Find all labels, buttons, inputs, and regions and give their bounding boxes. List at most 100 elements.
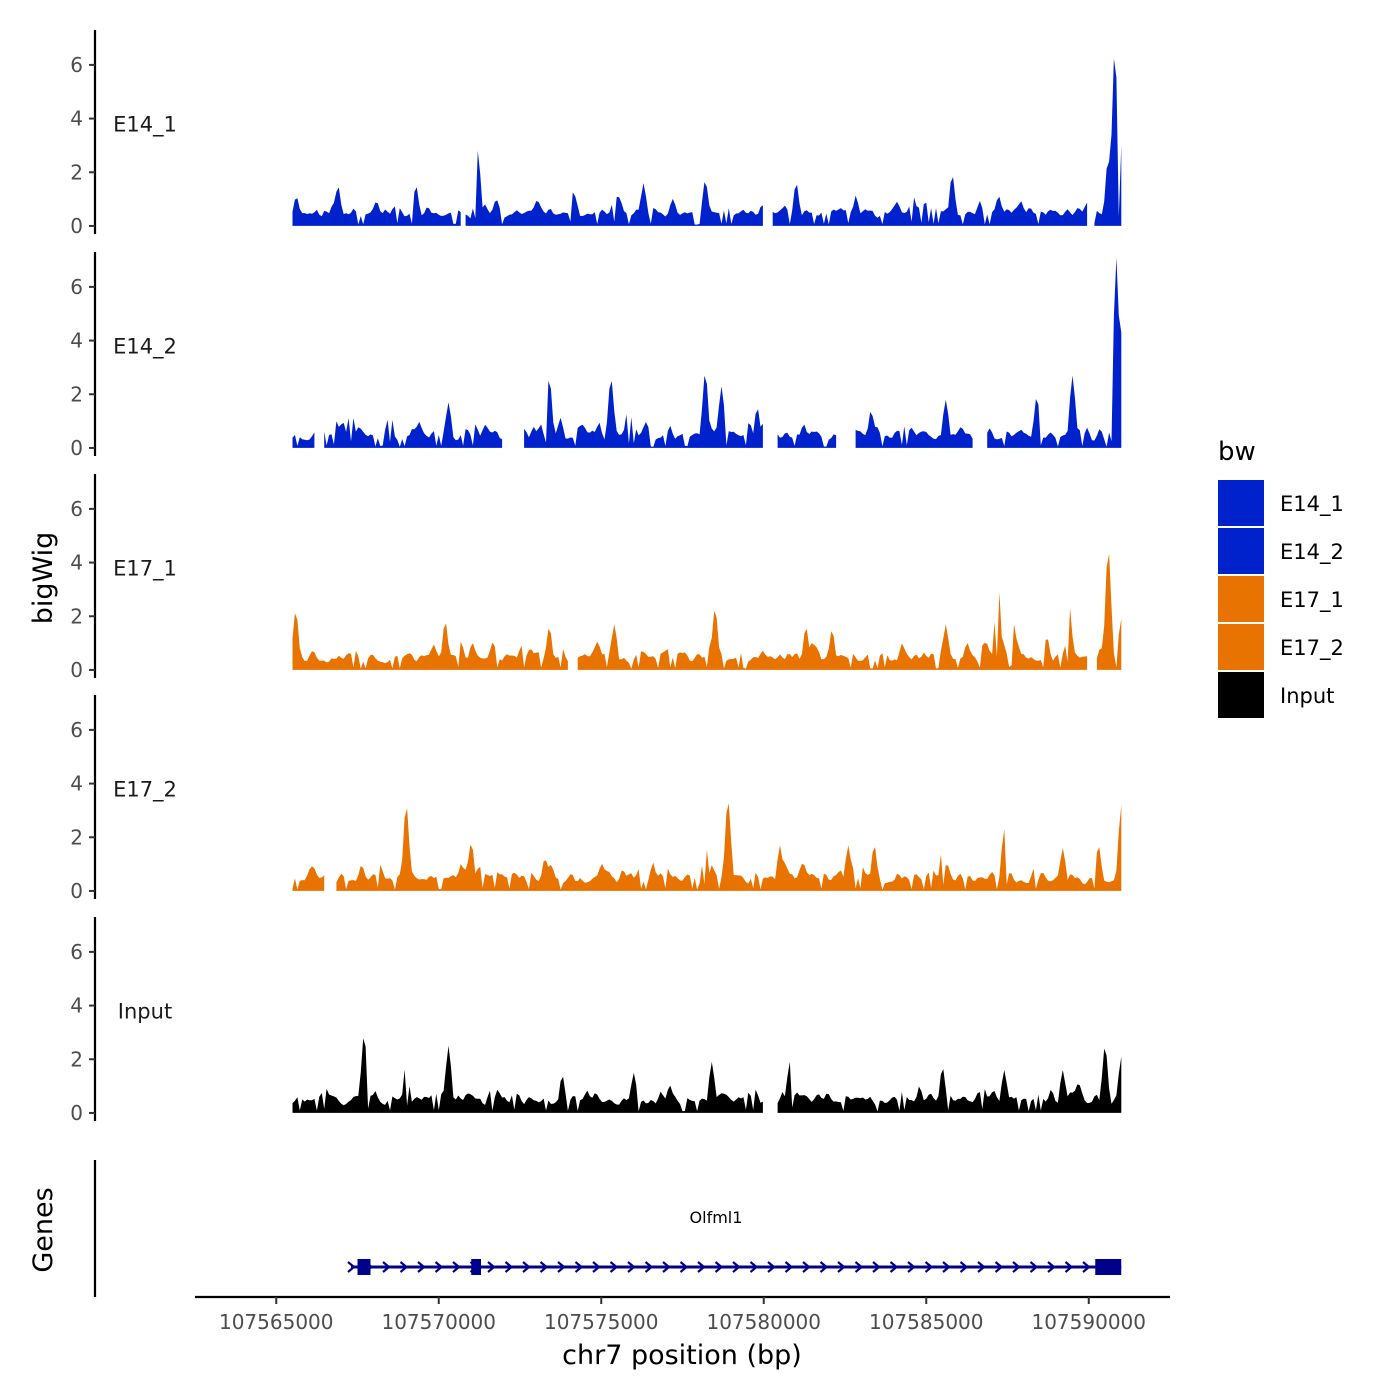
strand-arrow: [644, 1261, 654, 1273]
exon: [471, 1259, 481, 1275]
track-label: Input: [118, 1000, 172, 1024]
x-tick-label: 107565000: [219, 1310, 334, 1334]
strand-arrow: [872, 1261, 881, 1273]
legend-label: E17_1: [1280, 588, 1344, 613]
strand-arrow: [784, 1261, 794, 1273]
y-tick-label: 2: [70, 604, 83, 628]
y-tick-label: 6: [70, 275, 83, 299]
strand-arrow: [382, 1261, 391, 1273]
track-label: E14_1: [113, 113, 177, 138]
strand-arrow: [1047, 1261, 1056, 1273]
track-E14_1: 0 2 4 6 E14_1: [70, 30, 1122, 238]
y-tick-label: 4: [70, 551, 83, 575]
x-tick-label: 107570000: [381, 1310, 496, 1334]
strand-arrow: [889, 1261, 899, 1273]
strand-arrow: [557, 1261, 566, 1273]
strand-arrow: [749, 1261, 759, 1273]
genes-panel: Olfml1: [93, 1160, 1122, 1297]
genes-panel-title: Genes: [28, 1187, 59, 1272]
legend-swatch: [1218, 576, 1264, 622]
strand-arrow: [714, 1261, 724, 1273]
y-tick-label: 6: [70, 940, 83, 964]
strand-arrow: [959, 1261, 969, 1273]
y-tick-label: 6: [70, 497, 83, 521]
strand-arrow: [942, 1261, 951, 1273]
y-tick-label: 0: [70, 436, 83, 460]
legend-swatch: [1218, 624, 1264, 670]
strand-arrow: [732, 1261, 741, 1273]
coverage-area-E14_2: [292, 257, 1122, 448]
y-tick-label: 2: [70, 1047, 83, 1071]
strand-arrow: [574, 1261, 584, 1273]
y-tick-label: 6: [70, 718, 83, 742]
y-tick-label: 6: [70, 53, 83, 77]
strand-arrow: [1082, 1261, 1091, 1273]
strand-arrow: [417, 1261, 426, 1273]
strand-arrow: [627, 1261, 636, 1273]
strand-arrow: [994, 1261, 1004, 1273]
track-E17_1: 0 2 4 6 E17_1: [70, 474, 1122, 682]
legend-swatch: [1218, 528, 1264, 574]
strand-arrow: [609, 1261, 619, 1273]
strand-arrow: [539, 1261, 549, 1273]
exon: [357, 1259, 371, 1275]
coverage-area-Input: [292, 1038, 1122, 1113]
gene-name-label: Olfml1: [690, 1208, 743, 1227]
strand-arrow: [854, 1261, 864, 1273]
legend-title: bw: [1218, 437, 1256, 467]
strand-arrow: [679, 1261, 689, 1273]
legend-swatch: [1218, 672, 1264, 718]
track-Input: 0 2 4 6 Input: [70, 917, 1122, 1125]
strand-arrow: [924, 1261, 934, 1273]
y-tick-label: 0: [70, 1101, 83, 1125]
track-label: E17_1: [113, 557, 177, 582]
strand-arrow: [819, 1261, 829, 1273]
x-tick-label: 107585000: [869, 1310, 984, 1334]
strand-arrow: [767, 1261, 776, 1273]
x-tick-label: 107575000: [544, 1310, 659, 1334]
tracks-layer: 0 2 4 6 E14_1 0 2 4 6 E14_2 0 2 4 6 E17_1 0 2 4 6 E17_2 0 2 4 6…: [70, 30, 1122, 1125]
strand-arrow: [434, 1261, 444, 1273]
y-tick-label: 4: [70, 329, 83, 353]
track-label: E14_2: [113, 335, 177, 360]
exon: [1095, 1259, 1122, 1275]
strand-arrow: [1012, 1261, 1021, 1273]
legend-label: E14_2: [1280, 540, 1344, 565]
legend-label: Input: [1280, 684, 1334, 708]
x-tick-label: 107580000: [706, 1310, 821, 1334]
coverage-area-E17_1: [292, 553, 1122, 670]
strand-arrow: [399, 1261, 409, 1273]
strand-arrow: [592, 1261, 601, 1273]
y-tick-label: 0: [70, 214, 83, 238]
track-E14_2: 0 2 4 6 E14_2: [70, 252, 1122, 460]
track-E17_2: 0 2 4 6 E17_2: [70, 695, 1122, 903]
strand-arrow: [977, 1261, 986, 1273]
y-axis-title: bigWig: [28, 532, 59, 625]
y-tick-label: 2: [70, 160, 83, 184]
x-axis: 107565000 107570000 107575000 107580000 1075…: [195, 1295, 1170, 1334]
y-tick-label: 2: [70, 382, 83, 406]
strand-arrow: [504, 1261, 514, 1273]
legend: bw E14_1 E14_2 E17_1 E17_2 Input: [1218, 437, 1344, 718]
strand-arrow: [907, 1261, 916, 1273]
strand-arrow: [522, 1261, 531, 1273]
strand-arrow: [697, 1261, 706, 1273]
legend-label: E17_2: [1280, 636, 1344, 661]
legend-swatch: [1218, 480, 1264, 526]
legend-label: E14_1: [1280, 492, 1344, 517]
y-tick-label: 4: [70, 772, 83, 796]
strand-arrow: [802, 1261, 811, 1273]
y-tick-label: 4: [70, 107, 83, 131]
strand-arrow: [837, 1261, 846, 1273]
coverage-area-E14_1: [292, 58, 1122, 226]
strand-arrow: [1064, 1261, 1074, 1273]
x-tick-label: 107590000: [1031, 1310, 1146, 1334]
y-tick-label: 0: [70, 658, 83, 682]
coverage-area-E17_2: [292, 803, 1122, 891]
y-tick-label: 2: [70, 825, 83, 849]
y-tick-label: 0: [70, 879, 83, 903]
x-axis-title: chr7 position (bp): [562, 1340, 802, 1371]
strand-arrow: [347, 1261, 356, 1273]
y-tick-label: 4: [70, 994, 83, 1018]
